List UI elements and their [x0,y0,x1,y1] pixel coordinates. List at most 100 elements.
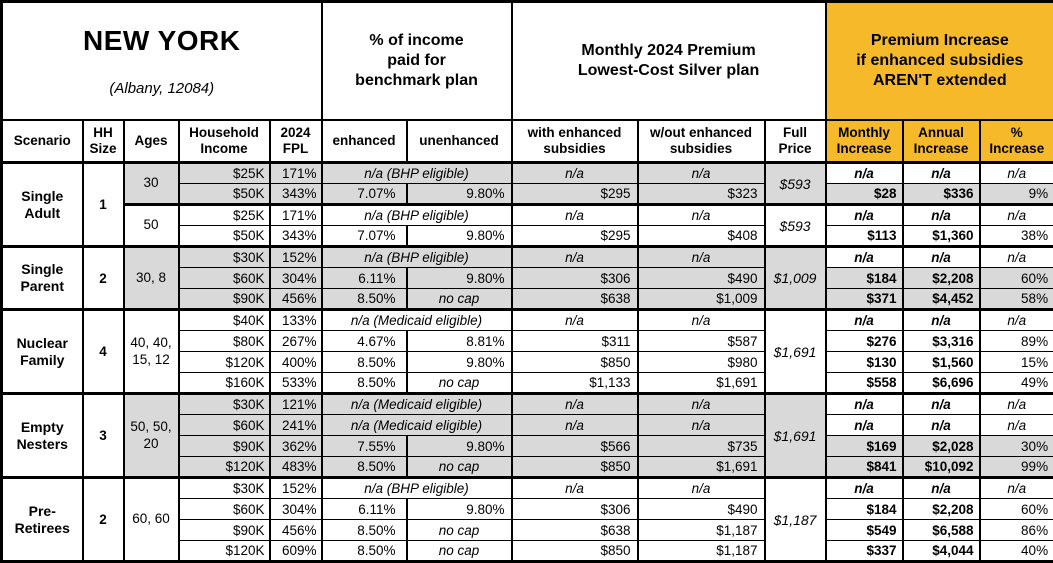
cell-full-price: $1,187 [765,478,826,562]
cell-fpl: 362% [270,436,322,457]
cell-pct-increase: n/a [980,415,1053,436]
premium-section-header: Monthly 2024 Premium Lowest-Cost Silver … [512,2,826,120]
col-header-wout-subsidies: w/out enhanced subsidies [638,120,765,163]
cell-annual-increase: n/a [903,415,980,436]
cell-full-price: $1,009 [765,247,826,310]
cell-enhanced-pct: 8.50% [322,541,407,562]
cell-monthly-increase: $841 [826,457,903,478]
cell-hh-size: 2 [83,247,124,310]
cell-hh-size: 2 [83,478,124,562]
cell-ages: 50, 50, 20 [124,394,179,478]
cell-annual-increase: n/a [903,247,980,268]
cell-fpl: 609% [270,541,322,562]
cell-household-income: $120K [179,457,270,478]
cell-monthly-increase: n/a [826,163,903,184]
cell-hh-size: 3 [83,394,124,478]
cell-fpl: 456% [270,520,322,541]
cell-hh-size: 4 [83,310,124,394]
cell-pct-increase: 9% [980,184,1053,205]
cell-monthly-increase: n/a [826,478,903,499]
col-header-with-subsidies: with enhanced subsidies [512,120,638,163]
cell-monthly-increase: $371 [826,289,903,310]
cell-pct-increase: n/a [980,394,1053,415]
cell-annual-increase: n/a [903,163,980,184]
cell-household-income: $30K [179,394,270,415]
cell-with-subsidies: $311 [512,331,638,352]
cell-enhanced-pct: 7.07% [322,226,407,247]
cell-wout-subsidies: $1,009 [638,289,765,310]
cell-household-income: $60K [179,268,270,289]
cell-pct-increase: n/a [980,478,1053,499]
cell-fpl: 304% [270,499,322,520]
cell-fpl: 171% [270,163,322,184]
cell-fpl: 400% [270,352,322,373]
cell-pct-increase: 15% [980,352,1053,373]
cell-wout-subsidies: $1,187 [638,541,765,562]
cell-pct-increase: n/a [980,163,1053,184]
cell-household-income: $90K [179,520,270,541]
cell-annual-increase: $1,360 [903,226,980,247]
cell-fpl: 241% [270,415,322,436]
cell-annual-increase: n/a [903,478,980,499]
cell-enhanced-pct: 4.67% [322,331,407,352]
cell-with-subsidies: $295 [512,226,638,247]
state-location: (Albany, 12084) [5,80,319,99]
cell-wout-subsidies: $735 [638,436,765,457]
cell-enhanced-pct: 7.55% [322,436,407,457]
table-title-cell: NEW YORK (Albany, 12084) [2,2,322,120]
cell-unenhanced-pct: no cap [407,541,512,562]
cell-monthly-increase: $549 [826,520,903,541]
cell-unenhanced-pct: 9.80% [407,184,512,205]
col-header-full-price: Full Price [765,120,826,163]
cell-household-income: $90K [179,436,270,457]
cell-scenario: Single Parent [2,247,83,310]
cell-ages: 50 [124,205,179,247]
cell-scenario: Empty Nesters [2,394,83,478]
cell-scenario: Single Adult [2,163,83,247]
cell-pct-increase: 38% [980,226,1053,247]
cell-wout-subsidies: n/a [638,205,765,226]
cell-household-income: $50K [179,226,270,247]
cell-wout-subsidies: n/a [638,163,765,184]
cell-annual-increase: n/a [903,310,980,331]
cell-with-subsidies: n/a [512,394,638,415]
cell-enhanced-pct: 8.50% [322,352,407,373]
cell-with-subsidies: n/a [512,247,638,268]
cell-fpl: 152% [270,247,322,268]
cell-annual-increase: $4,452 [903,289,980,310]
cell-with-subsidies: $306 [512,499,638,520]
cell-household-income: $30K [179,247,270,268]
cell-with-subsidies: n/a [512,205,638,226]
cell-household-income: $120K [179,541,270,562]
cell-monthly-increase: n/a [826,394,903,415]
cell-enhanced-pct: 7.07% [322,184,407,205]
cell-with-subsidies: $306 [512,268,638,289]
cell-monthly-increase: $130 [826,352,903,373]
cell-wout-subsidies: n/a [638,478,765,499]
cell-household-income: $40K [179,310,270,331]
cell-pct-increase: 89% [980,331,1053,352]
cell-fpl: 483% [270,457,322,478]
cell-unenhanced-pct: 9.80% [407,226,512,247]
cell-ages: 40, 40, 15, 12 [124,310,179,394]
cell-benchmark-note: n/a (Medicaid eligible) [322,394,512,415]
cell-enhanced-pct: 8.50% [322,289,407,310]
cell-fpl: 133% [270,310,322,331]
cell-unenhanced-pct: no cap [407,373,512,394]
cell-pct-increase: 58% [980,289,1053,310]
cell-annual-increase: $10,092 [903,457,980,478]
cell-monthly-increase: $184 [826,268,903,289]
cell-wout-subsidies: $490 [638,499,765,520]
col-header-scenario: Scenario [2,120,83,163]
cell-unenhanced-pct: 9.80% [407,268,512,289]
cell-household-income: $80K [179,331,270,352]
cell-annual-increase: $1,560 [903,352,980,373]
cell-annual-increase: $2,028 [903,436,980,457]
cell-fpl: 267% [270,331,322,352]
cell-household-income: $30K [179,478,270,499]
cell-with-subsidies: $850 [512,352,638,373]
cell-scenario: Pre- Retirees [2,478,83,562]
